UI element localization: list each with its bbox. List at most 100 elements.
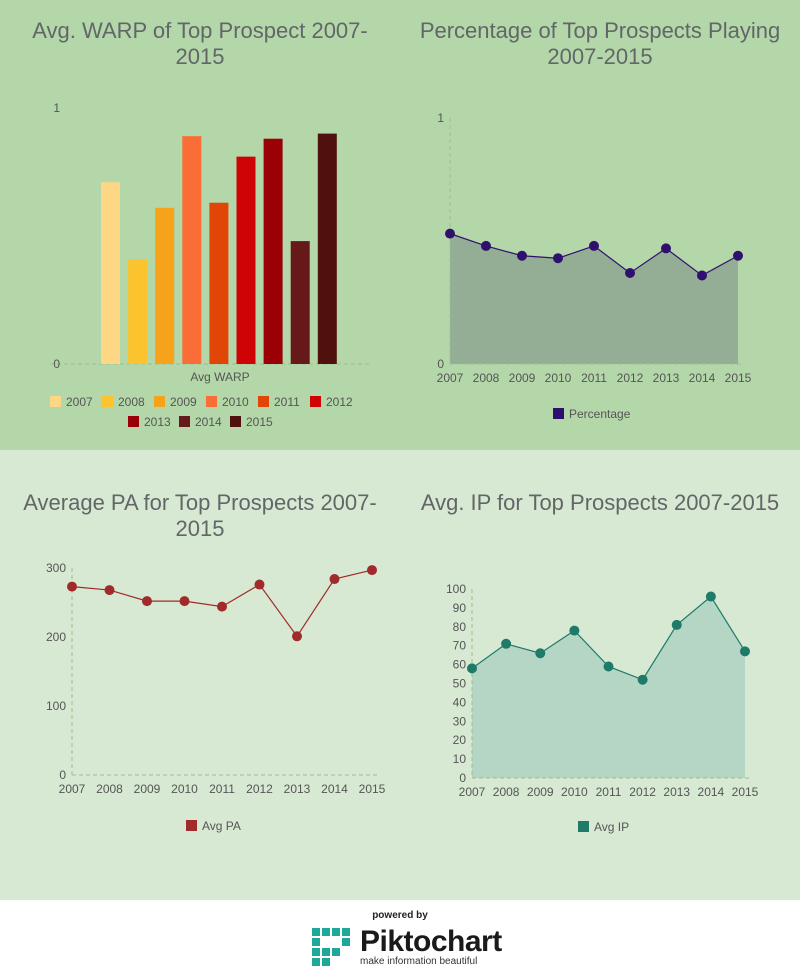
y-tick-label: 40 [453, 695, 467, 709]
y-tick-label: 1 [437, 111, 444, 125]
footer-band [0, 900, 800, 980]
bar-2011 [209, 202, 229, 364]
legend-swatch-2011 [258, 396, 269, 407]
pa-chart-panel: Average PA for Top Prospects 2007-2015 0… [0, 450, 400, 900]
legend-swatch [186, 820, 197, 831]
x-tick-label: 2014 [689, 371, 716, 385]
data-point-2008 [104, 585, 115, 596]
x-tick-label: 2015 [732, 785, 759, 799]
legend-swatch-2014 [179, 416, 190, 427]
y-tick-label: 90 [453, 601, 467, 615]
legend-label-2013: 2013 [144, 415, 171, 429]
y-tick-label: 20 [453, 733, 467, 747]
percentage-chart-panel: Percentage of Top Prospects Playing 2007… [400, 0, 800, 450]
x-tick-label: 2015 [359, 782, 386, 796]
x-tick-label: 2012 [617, 371, 644, 385]
x-tick-label: 2010 [545, 371, 572, 385]
x-tick-label: 2009 [527, 785, 554, 799]
data-point-2011 [589, 240, 599, 251]
y-tick-label: 1 [53, 101, 60, 115]
legend-label-2009: 2009 [170, 395, 197, 409]
area-fill [472, 596, 745, 778]
ip-chart-panel: Avg. IP for Top Prospects 2007-2015 0 10 2… [400, 450, 800, 900]
data-point-2013 [671, 619, 682, 630]
data-point-2015 [733, 250, 743, 261]
warp-chart-panel: Avg. WARP of Top Prospect 2007-2015 0 1 Av… [0, 0, 400, 450]
legend-label-2010: 2010 [222, 395, 249, 409]
y-tick-label: 0 [53, 357, 60, 371]
legend-label: Percentage [569, 407, 631, 421]
data-point-2013 [292, 631, 302, 642]
data-point-2014 [329, 574, 340, 585]
x-tick-label: 2011 [581, 371, 607, 385]
data-point-2007 [467, 663, 477, 674]
pa-chart-title: Average PA for Top Prospects 2007-2015 [23, 490, 377, 541]
x-tick-label: 2014 [321, 782, 348, 796]
powered-by-text: powered by [372, 910, 428, 921]
x-tick-label: 2011 [209, 782, 235, 796]
percentage-chart-svg: 0 1 2007 2008 2009 2010 2011 2012 2013 2014 2015 Pe… [437, 111, 752, 421]
bar-2013 [263, 138, 283, 364]
percentage-chart-title: Percentage of Top Prospects Playing 2007… [419, 18, 781, 69]
legend-label-2014: 2014 [195, 415, 222, 429]
legend-label: Avg PA [202, 819, 241, 833]
data-point-2012 [625, 267, 635, 278]
bar-2009 [155, 207, 175, 364]
data-point-2008 [481, 240, 491, 251]
y-tick-label: 10 [453, 752, 467, 766]
x-tick-label: 2012 [629, 785, 656, 799]
legend-swatch-2015 [230, 416, 241, 427]
x-tick-label: 2008 [473, 371, 500, 385]
top-band [0, 0, 800, 450]
legend-swatch-2010 [206, 396, 217, 407]
data-point-2012 [254, 579, 265, 590]
piktochart-tagline: make information beautiful [360, 956, 478, 967]
x-tick-label: 2008 [493, 785, 520, 799]
y-tick-label: 30 [453, 714, 467, 728]
data-point-2007 [67, 581, 77, 592]
data-point-2009 [142, 596, 152, 607]
x-tick-label: 2013 [653, 371, 680, 385]
data-point-2015 [740, 646, 750, 657]
x-tick-label: 2009 [509, 371, 536, 385]
y-tick-label: 300 [46, 561, 66, 575]
x-tick-label: 2010 [171, 782, 198, 796]
data-point-2012 [637, 674, 648, 685]
legend-swatch-2012 [310, 396, 321, 407]
y-tick-label: 50 [453, 677, 467, 691]
legend-swatch-2013 [128, 416, 139, 427]
x-tick-label: 2011 [596, 785, 622, 799]
x-tick-label: 2014 [698, 785, 725, 799]
bar-2008 [128, 259, 148, 364]
pa-chart-svg: 0 100 200 300 2007 2008 2009 2010 2011 2012 2013 20… [46, 561, 386, 833]
x-tick-label: 2013 [663, 785, 690, 799]
x-category-label: Avg WARP [190, 370, 249, 384]
data-point-2008 [501, 638, 512, 649]
data-point-2011 [217, 601, 227, 612]
ip-chart-title: Avg. IP for Top Prospects 2007-2015 [420, 490, 780, 515]
y-tick-label: 100 [446, 582, 466, 596]
legend-swatch-2008 [102, 396, 113, 407]
x-tick-label: 2008 [96, 782, 123, 796]
bar-2007 [101, 182, 120, 364]
y-tick-label: 0 [59, 768, 66, 782]
legend-label-2007: 2007 [66, 395, 93, 409]
data-point-2007 [445, 228, 455, 239]
bar-2012 [236, 156, 256, 364]
legend-swatch-2009 [154, 396, 165, 407]
x-tick-label: 2013 [284, 782, 311, 796]
legend-swatch-2007 [50, 396, 61, 407]
y-tick-label: 80 [453, 620, 467, 634]
data-point-2010 [553, 253, 563, 264]
x-tick-label: 2007 [59, 782, 86, 796]
y-tick-label: 0 [437, 357, 444, 371]
x-tick-label: 2012 [246, 782, 273, 796]
legend-label-2008: 2008 [118, 395, 145, 409]
data-point-2010 [179, 596, 190, 607]
ip-chart-svg: 0 10 20 30 40 50 60 70 80 90 100 2007 2008 2009 2010 20… [446, 582, 759, 834]
y-tick-label: 60 [453, 658, 467, 672]
y-tick-label: 100 [46, 699, 66, 713]
legend-label: Avg IP [594, 820, 629, 834]
data-point-2015 [367, 565, 377, 576]
x-tick-label: 2010 [561, 785, 588, 799]
